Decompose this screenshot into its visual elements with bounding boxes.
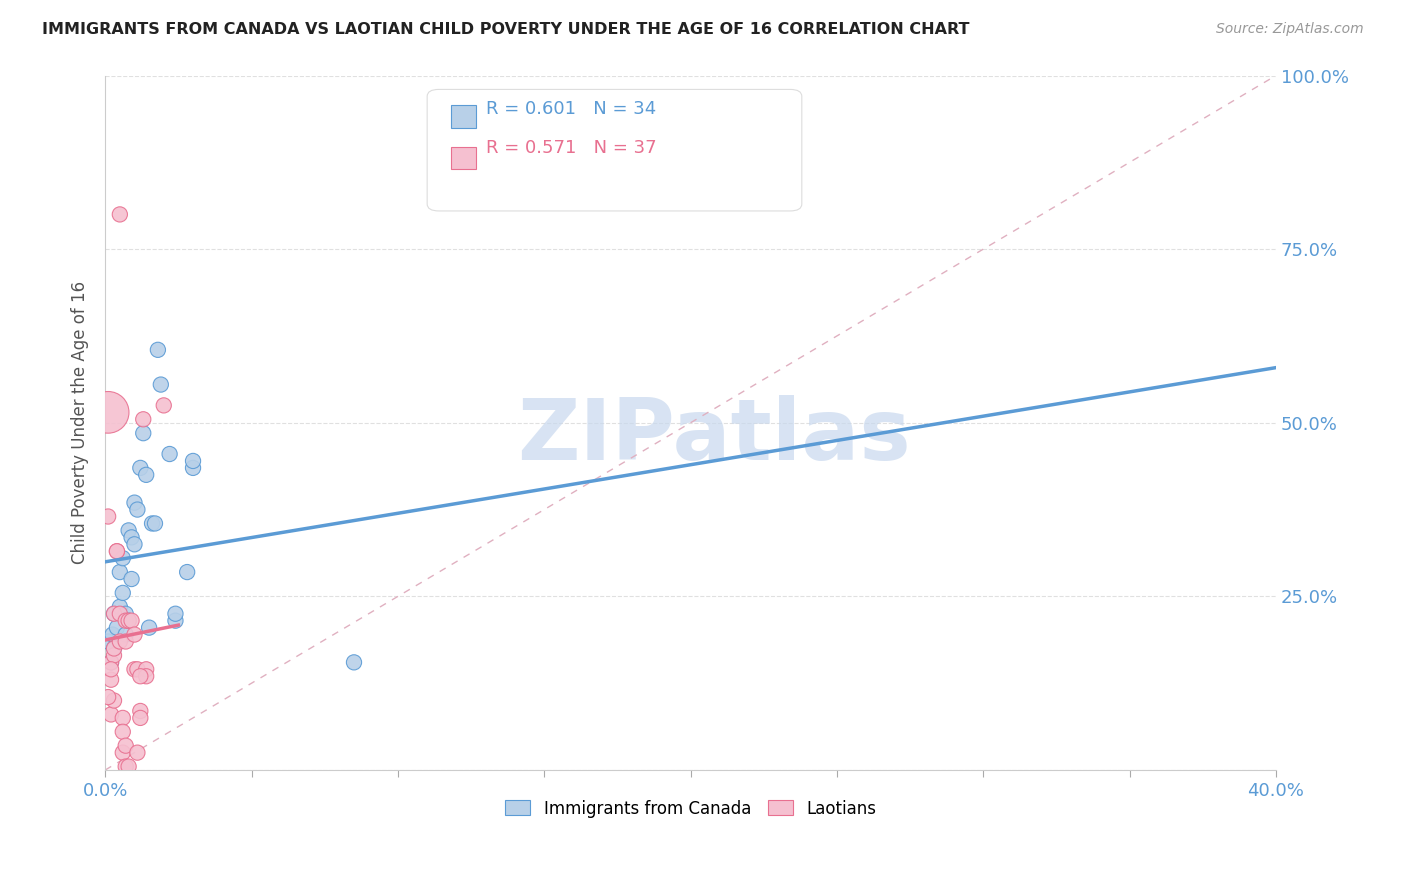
Point (103, 607, 125, 621)
Point (176, 565, 198, 579)
Point (127, 502, 149, 516)
Point (129, 461, 152, 475)
Point (114, 739, 136, 753)
Point (103, 641, 125, 656)
FancyBboxPatch shape (427, 89, 801, 211)
Point (100, 656, 122, 670)
Point (114, 607, 136, 621)
Point (114, 627, 136, 641)
Point (159, 447, 181, 461)
Y-axis label: Child Poverty Under the Age of 16: Child Poverty Under the Age of 16 (72, 281, 89, 565)
Point (129, 711, 152, 725)
Point (149, 377, 172, 392)
Point (127, 662, 149, 676)
Point (114, 634, 136, 648)
Point (111, 586, 134, 600)
Point (117, 759, 139, 773)
Point (181, 454, 204, 468)
Point (114, 759, 136, 773)
Bar (450, 105, 477, 128)
Point (108, 599, 131, 614)
Point (124, 537, 146, 551)
Point (108, 207, 131, 221)
Point (138, 621, 160, 635)
Point (100, 707, 122, 722)
Point (103, 641, 125, 656)
Point (124, 627, 146, 641)
Point (117, 614, 139, 628)
Text: R = 0.601   N = 34: R = 0.601 N = 34 (485, 100, 657, 118)
Point (165, 614, 187, 628)
Point (132, 412, 155, 426)
Point (127, 746, 149, 760)
Point (100, 662, 122, 676)
Legend: Immigrants from Canada, Laotians: Immigrants from Canada, Laotians (499, 793, 883, 824)
Point (146, 343, 169, 357)
Point (103, 693, 125, 707)
Point (105, 544, 128, 558)
Point (103, 607, 125, 621)
Point (103, 648, 125, 663)
Point (117, 614, 139, 628)
Point (97, 634, 120, 648)
Text: IMMIGRANTS FROM CANADA VS LAOTIAN CHILD POVERTY UNDER THE AGE OF 16 CORRELATION : IMMIGRANTS FROM CANADA VS LAOTIAN CHILD … (42, 22, 970, 37)
Point (100, 656, 122, 670)
Point (111, 746, 134, 760)
Point (124, 495, 146, 509)
Point (105, 544, 128, 558)
Point (152, 398, 174, 412)
Text: R = 0.571   N = 37: R = 0.571 N = 37 (485, 139, 657, 158)
Text: Source: ZipAtlas.com: Source: ZipAtlas.com (1216, 22, 1364, 37)
Point (143, 516, 166, 531)
Text: ZIPatlas: ZIPatlas (517, 395, 911, 478)
Point (124, 662, 146, 676)
Point (121, 614, 143, 628)
Point (97, 509, 120, 524)
Point (121, 572, 143, 586)
Point (111, 711, 134, 725)
Point (97, 405, 120, 419)
Point (135, 467, 157, 482)
Point (101, 627, 124, 641)
Point (129, 704, 152, 718)
Point (111, 724, 134, 739)
Point (97, 690, 120, 704)
Point (100, 673, 122, 687)
Point (132, 426, 155, 441)
Point (135, 669, 157, 683)
Point (108, 565, 131, 579)
Point (114, 614, 136, 628)
Point (181, 461, 204, 475)
Point (117, 524, 139, 538)
Point (105, 621, 128, 635)
Point (141, 516, 163, 531)
Point (108, 634, 131, 648)
Point (121, 530, 143, 544)
Point (111, 551, 134, 566)
Point (165, 607, 187, 621)
Point (108, 607, 131, 621)
Bar (450, 147, 477, 169)
Point (343, 656, 366, 670)
Point (129, 669, 152, 683)
Point (135, 662, 157, 676)
